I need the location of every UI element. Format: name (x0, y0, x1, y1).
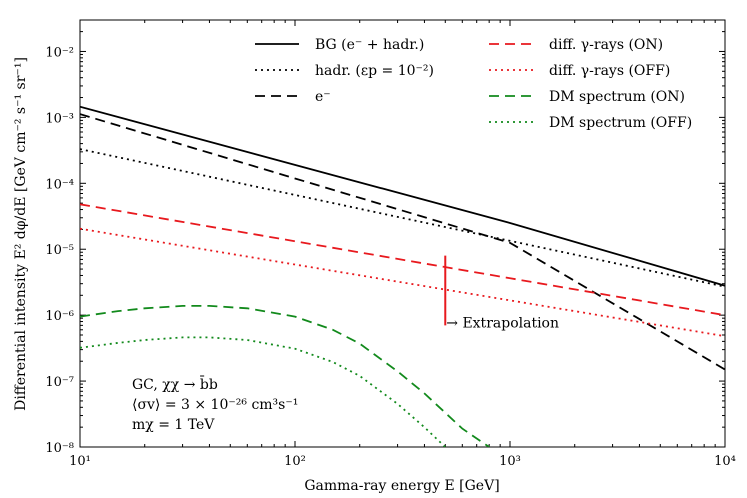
series-line-dm_off (80, 336, 447, 447)
y-axis-label: Differential intensity E² dφ/dE [GeV cm⁻… (13, 57, 29, 411)
legend-label-hadr: hadr. (εp = 10⁻²) (315, 63, 434, 79)
annotation-channel: GC, χχ → b̄b (132, 375, 218, 393)
legend-label-e: e⁻ (315, 89, 331, 105)
series-line-bg (80, 105, 725, 287)
legend-label-dm_on: DM spectrum (ON) (549, 89, 685, 105)
legend-label-diff_off: diff. γ-rays (OFF) (549, 63, 670, 79)
x-tick-label: 10⁴ (714, 454, 736, 469)
series-line-diff_off (80, 227, 725, 338)
legend-label-dm_off: DM spectrum (OFF) (549, 115, 692, 131)
legend-label-diff_on: diff. γ-rays (ON) (549, 37, 663, 53)
legend-label-bg: BG (e⁻ + hadr.) (315, 37, 424, 53)
x-tick-label: 10² (284, 454, 306, 469)
plot-frame (79, 19, 726, 448)
extrapolation-label: → Extrapolation (446, 315, 559, 331)
annotation-cross-section: ⟨σv⟩ = 3 × 10⁻²⁶ cm³s⁻¹ (132, 397, 298, 413)
y-tick-label: 10⁻⁷ (45, 375, 74, 390)
y-tick-label: 10⁻⁶ (45, 309, 74, 324)
x-axis-label: Gamma-ray energy E [GeV] (304, 478, 499, 494)
y-tick-label: 10⁻⁸ (45, 441, 74, 456)
physics-annotation: GC, χχ → b̄b ⟨σv⟩ = 3 × 10⁻²⁶ cm³s⁻¹ mχ … (132, 375, 298, 433)
y-tick-label: 10⁻² (45, 45, 74, 60)
series-line-dm_on (80, 304, 490, 447)
series-line-hadr (80, 148, 725, 288)
data-series (80, 105, 725, 447)
extrapolation-marker: → Extrapolation (444, 255, 559, 331)
annotation-mass: mχ = 1 TeV (132, 417, 215, 433)
x-tick-label: 10³ (499, 454, 521, 469)
y-tick-label: 10⁻³ (45, 111, 74, 126)
y-tick-label: 10⁻⁵ (45, 243, 74, 258)
axis-ticks: 10¹ 10² 10³ 10⁴ 10⁻⁸ 10⁻⁷ 10⁻⁶ 10⁻⁵ 10⁻⁴ 10⁻³ 10⁻² (45, 19, 736, 469)
legend: BG (e⁻ + hadr.) hadr. (εp = 10⁻²) e⁻ diff. … (255, 37, 692, 131)
x-tick-label: 10¹ (69, 454, 91, 469)
y-tick-label: 10⁻⁴ (45, 177, 74, 192)
series-line-diff_on (80, 203, 725, 317)
series-line-e (80, 113, 725, 371)
